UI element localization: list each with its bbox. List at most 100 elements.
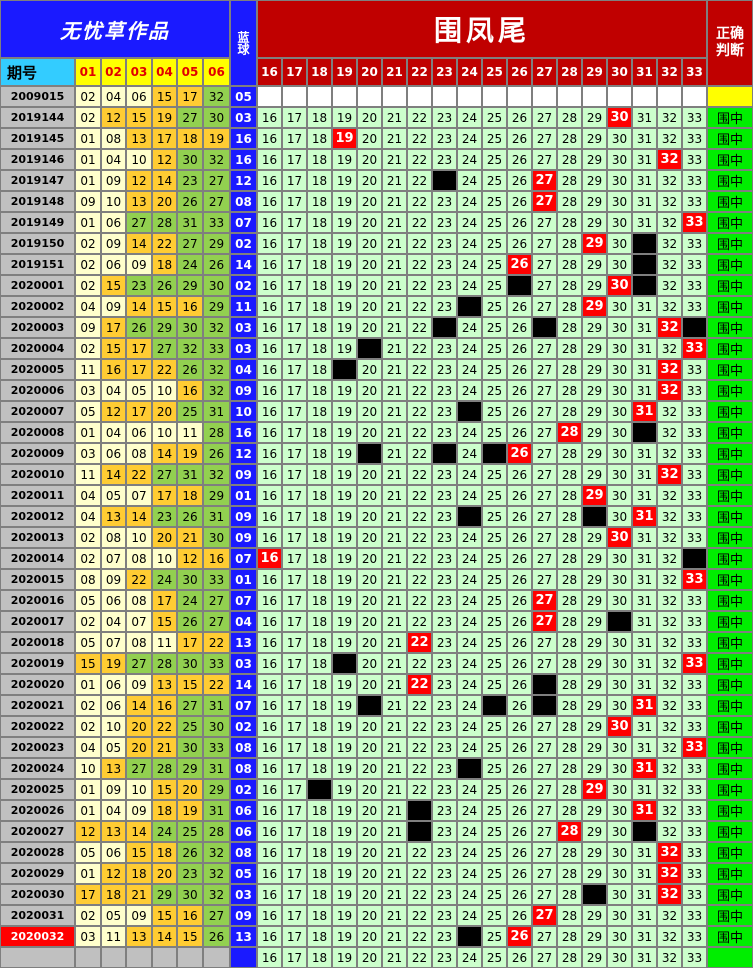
drawn-number: 03: [75, 926, 101, 947]
tail-cell: 22: [407, 569, 432, 590]
tail-cell: 22: [407, 254, 432, 275]
tail-cell: 30: [607, 947, 632, 968]
tail-cell: 31: [632, 842, 657, 863]
tail-cell: 27: [532, 779, 557, 800]
tail-cell: 30: [607, 464, 632, 485]
period: 2020031: [0, 905, 75, 926]
tail-cell: 18: [307, 800, 332, 821]
tail-cell: 22: [407, 548, 432, 569]
blue-ball: 13: [230, 632, 257, 653]
tail-cell: 18: [307, 527, 332, 548]
tail-cell: 26: [507, 611, 532, 632]
tail-cell: 30: [607, 128, 632, 149]
drawn-number: 32: [177, 338, 203, 359]
drawn-number: 17: [126, 359, 152, 380]
drawn-number: 06: [126, 86, 152, 107]
tail-cell: 29: [582, 443, 607, 464]
tail-column-header: 19: [332, 58, 357, 86]
hit-tail: 27: [532, 905, 557, 926]
blue-ball: 09: [230, 380, 257, 401]
excluded-tail: [532, 695, 557, 716]
tail-cell: 30: [607, 380, 632, 401]
tail-cell: 27: [532, 275, 557, 296]
drawn-number: 28: [152, 653, 177, 674]
tail-cell: 18: [307, 128, 332, 149]
tail-cell: 32: [657, 443, 682, 464]
drawn-number: 33: [203, 569, 230, 590]
tail-cell: 19: [332, 632, 357, 653]
tail-cell: 29: [582, 401, 607, 422]
tail-cell: 25: [482, 317, 507, 338]
tail-cell: 16: [257, 926, 282, 947]
drawn-number: 26: [177, 842, 203, 863]
drawn-number: 15: [152, 779, 177, 800]
drawn-number: 09: [75, 191, 101, 212]
tail-cell: 29: [582, 611, 607, 632]
tail-cell: 25: [482, 128, 507, 149]
tail-cell: 33: [682, 527, 707, 548]
tail-cell: 24: [457, 905, 482, 926]
drawn-number: 30: [203, 716, 230, 737]
tail-cell: 16: [257, 716, 282, 737]
tail-cell: 32: [657, 590, 682, 611]
tail-cell: 33: [682, 191, 707, 212]
period: 2020028: [0, 842, 75, 863]
tail-cell: 33: [682, 842, 707, 863]
tail-cell: 17: [282, 716, 307, 737]
tail-column-header: 26: [507, 58, 532, 86]
tail-cell: 23: [432, 149, 457, 170]
tail-cell: 23: [432, 380, 457, 401]
tail-cell: 26: [507, 569, 532, 590]
tail-column-header: 25: [482, 58, 507, 86]
hit-tail: 31: [632, 695, 657, 716]
tail-cell: 21: [382, 800, 407, 821]
judge: 围中: [707, 569, 753, 590]
empty-cell: [607, 86, 632, 107]
tail-cell: 26: [507, 737, 532, 758]
judge: 围中: [707, 149, 753, 170]
judge: 围中: [707, 884, 753, 905]
tail-cell: 23: [432, 674, 457, 695]
tail-cell: 19: [332, 485, 357, 506]
tail-cell: 30: [607, 842, 632, 863]
period: 2020005: [0, 359, 75, 380]
drawn-number: 15: [152, 86, 177, 107]
drawn-number: 07: [126, 485, 152, 506]
period: 2020013: [0, 527, 75, 548]
blue-ball: 14: [230, 674, 257, 695]
blue-ball: 11: [230, 296, 257, 317]
tail-cell: 26: [507, 128, 532, 149]
tail-cell: 29: [582, 632, 607, 653]
drawn-number: 09: [101, 170, 126, 191]
tail-cell: 17: [282, 128, 307, 149]
tail-cell: 23: [432, 884, 457, 905]
tail-cell: 21: [382, 821, 407, 842]
tail-cell: 25: [482, 506, 507, 527]
tail-column-header: 29: [582, 58, 607, 86]
tail-cell: 33: [682, 905, 707, 926]
tail-cell: 32: [657, 485, 682, 506]
tail-cell: 25: [482, 674, 507, 695]
drawn-number: 22: [152, 716, 177, 737]
drawn-number: 02: [75, 107, 101, 128]
drawn-number: 22: [203, 632, 230, 653]
tail-cell: 20: [357, 947, 382, 968]
tail-cell: 20: [357, 926, 382, 947]
tail-cell: 21: [382, 317, 407, 338]
tail-cell: 26: [507, 716, 532, 737]
tail-cell: 17: [282, 359, 307, 380]
tail-cell: 24: [457, 212, 482, 233]
blue-ball: 07: [230, 590, 257, 611]
tail-cell: 29: [582, 317, 607, 338]
tail-cell: 32: [657, 779, 682, 800]
drawn-number: 16: [177, 380, 203, 401]
drawn-number: 29: [203, 233, 230, 254]
drawn-number: 04: [75, 296, 101, 317]
tail-cell: 23: [432, 506, 457, 527]
hit-tail: 31: [632, 758, 657, 779]
drawn-number: 02: [75, 905, 101, 926]
tail-cell: 19: [332, 338, 357, 359]
drawn-number: 32: [203, 86, 230, 107]
tail-cell: 23: [432, 569, 457, 590]
tail-cell: 30: [607, 317, 632, 338]
